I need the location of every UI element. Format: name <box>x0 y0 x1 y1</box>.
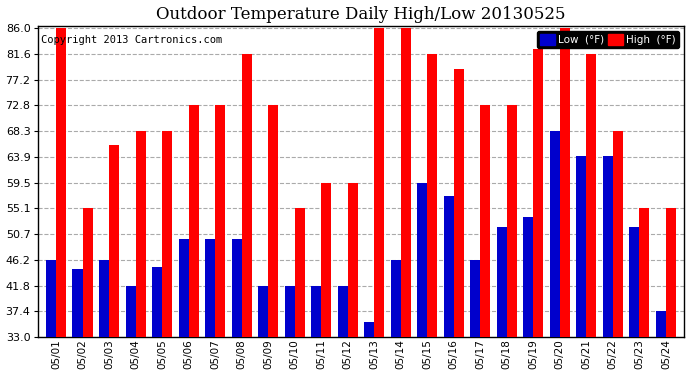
Bar <box>603 156 613 375</box>
Bar <box>417 183 427 375</box>
Bar <box>109 145 119 375</box>
Bar <box>232 239 241 375</box>
Bar <box>613 131 623 375</box>
Bar <box>348 183 358 375</box>
Bar <box>295 208 305 375</box>
Bar <box>56 28 66 375</box>
Bar <box>179 239 188 375</box>
Bar <box>427 54 437 375</box>
Bar <box>136 131 146 375</box>
Bar <box>470 260 480 375</box>
Bar <box>560 28 570 375</box>
Bar <box>640 208 649 375</box>
Bar <box>497 227 506 375</box>
Text: Copyright 2013 Cartronics.com: Copyright 2013 Cartronics.com <box>41 35 222 45</box>
Bar <box>550 131 560 375</box>
Bar <box>454 69 464 375</box>
Bar <box>83 208 92 375</box>
Legend: Low  (°F), High  (°F): Low (°F), High (°F) <box>537 31 679 48</box>
Bar <box>480 105 491 375</box>
Bar <box>205 239 215 375</box>
Bar <box>268 105 278 375</box>
Bar <box>311 286 322 375</box>
Bar <box>576 156 586 375</box>
Bar <box>322 183 331 375</box>
Bar <box>152 267 162 375</box>
Bar <box>533 50 544 375</box>
Bar <box>374 28 384 375</box>
Bar <box>126 286 136 375</box>
Bar <box>391 260 401 375</box>
Bar <box>99 260 109 375</box>
Bar <box>284 286 295 375</box>
Bar <box>188 105 199 375</box>
Bar <box>364 322 374 375</box>
Bar <box>666 208 676 375</box>
Bar <box>506 105 517 375</box>
Bar <box>162 131 172 375</box>
Bar <box>241 54 252 375</box>
Bar <box>444 196 454 375</box>
Bar <box>258 286 268 375</box>
Bar <box>656 311 666 375</box>
Bar <box>215 105 225 375</box>
Bar <box>46 260 56 375</box>
Bar <box>337 286 348 375</box>
Bar <box>629 227 640 375</box>
Bar <box>523 217 533 375</box>
Bar <box>72 269 83 375</box>
Bar <box>586 54 596 375</box>
Bar <box>401 28 411 375</box>
Title: Outdoor Temperature Daily High/Low 20130525: Outdoor Temperature Daily High/Low 20130… <box>156 6 566 22</box>
